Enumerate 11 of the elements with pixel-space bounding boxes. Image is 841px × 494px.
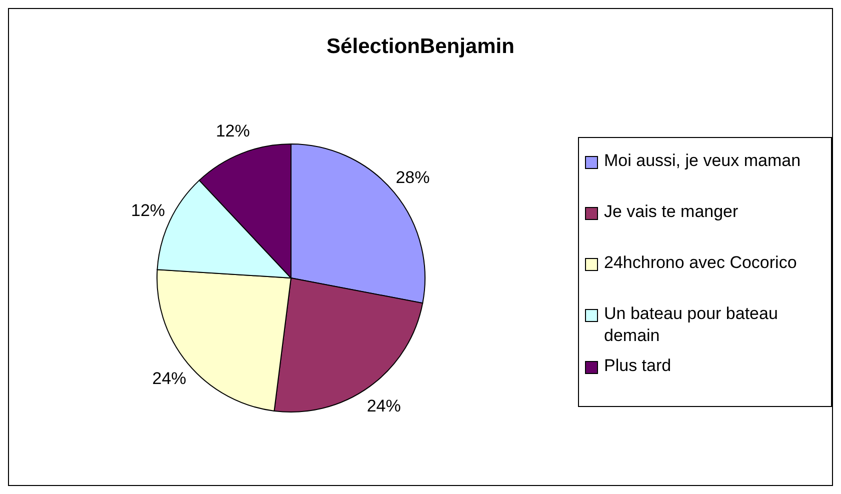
data-label: 24% [366,396,401,416]
legend-label: Plus tard [604,355,672,377]
data-label: 12% [216,122,250,141]
legend-label: 24hchrono avec Cocorico [604,252,797,274]
data-label: 28% [396,168,430,187]
data-label: 12% [131,201,166,220]
legend-label: Je vais te manger [604,201,738,223]
legend-label: Un bateau pour bateau demain [604,303,779,347]
chart-title: SélectionBenjamin [326,34,516,60]
legend-label: Moi aussi, je veux maman [604,150,801,172]
data-label: 24% [152,369,186,388]
